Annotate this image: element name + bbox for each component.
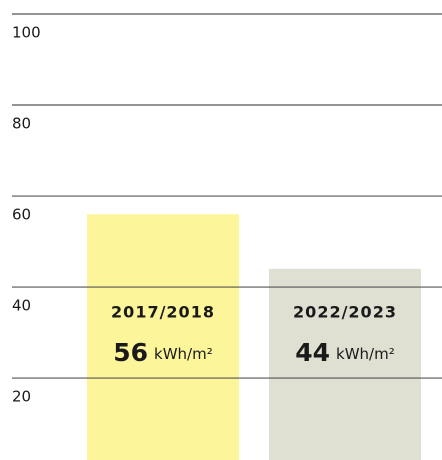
- y-tick-label: 80: [12, 115, 31, 133]
- category-label: 2017/2018: [111, 303, 215, 322]
- value: 44: [295, 338, 330, 367]
- y-tick-label: 40: [12, 297, 31, 315]
- y-tick-label: 60: [12, 206, 31, 224]
- unit: kWh/m²: [154, 345, 213, 363]
- unit: kWh/m²: [336, 345, 395, 363]
- bar: [269, 268, 421, 460]
- category-label: 2022/2023: [293, 303, 397, 322]
- y-tick-label: 100: [12, 24, 41, 42]
- value-label: 44 kWh/m²: [295, 338, 395, 367]
- value-label: 56 kWh/m²: [113, 338, 213, 367]
- value: 56: [113, 338, 148, 367]
- y-tick-label: 20: [12, 388, 31, 406]
- bar: [87, 214, 239, 460]
